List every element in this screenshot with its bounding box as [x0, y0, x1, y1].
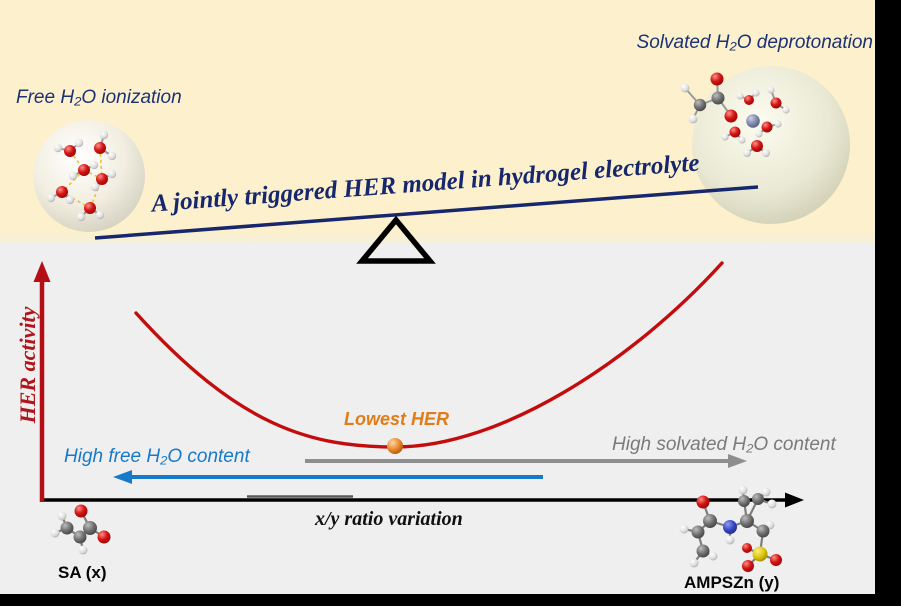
- free-water-label: Free H₂O ionization: [16, 87, 182, 108]
- y-axis-label: HER activity: [15, 306, 40, 424]
- sulfur-atom: [752, 546, 768, 562]
- x-axis-arrowhead: [785, 492, 804, 508]
- solvated-hydrogens: [680, 83, 790, 157]
- solvated-water-label: Solvated H₂O deprotonation: [636, 32, 873, 53]
- high-free-arrow: [113, 470, 543, 484]
- figure-content: Free H₂O ionization Solvated H₂O deproto…: [0, 0, 875, 594]
- lowest-her-dot: [387, 438, 403, 454]
- solvated-carbons: [693, 91, 725, 112]
- fulcrum-triangle-icon: [356, 215, 436, 264]
- water-oxygens: [56, 142, 108, 214]
- high-free-water-label: High free H₂O content: [64, 446, 250, 467]
- water-hydrogens: [46, 130, 117, 222]
- nitrogen-atom: [723, 520, 737, 534]
- solvated-oxygens: [710, 72, 782, 152]
- figure-graphics: [33, 66, 850, 572]
- lever-line: [94, 185, 759, 240]
- y-axis-arrowhead: [33, 261, 51, 282]
- lowest-her-label: Lowest HER: [344, 409, 450, 429]
- sa-molecule: [50, 504, 111, 555]
- solvated-water-cluster-sphere: [680, 66, 850, 224]
- ampszn-molecule: [679, 485, 782, 572]
- x-axis-label: x/y ratio variation: [315, 508, 463, 530]
- high-solvated-water-label: High solvated H₂O content: [612, 434, 836, 455]
- ampszn-molecule-label: AMPSZn (y): [684, 573, 780, 592]
- zinc-ion: [746, 114, 760, 128]
- high-solvated-arrow: [305, 454, 747, 468]
- banner-section-fade: [0, 232, 875, 243]
- free-water-cluster-sphere: [33, 120, 145, 232]
- sa-molecule-label: SA (x): [58, 563, 107, 582]
